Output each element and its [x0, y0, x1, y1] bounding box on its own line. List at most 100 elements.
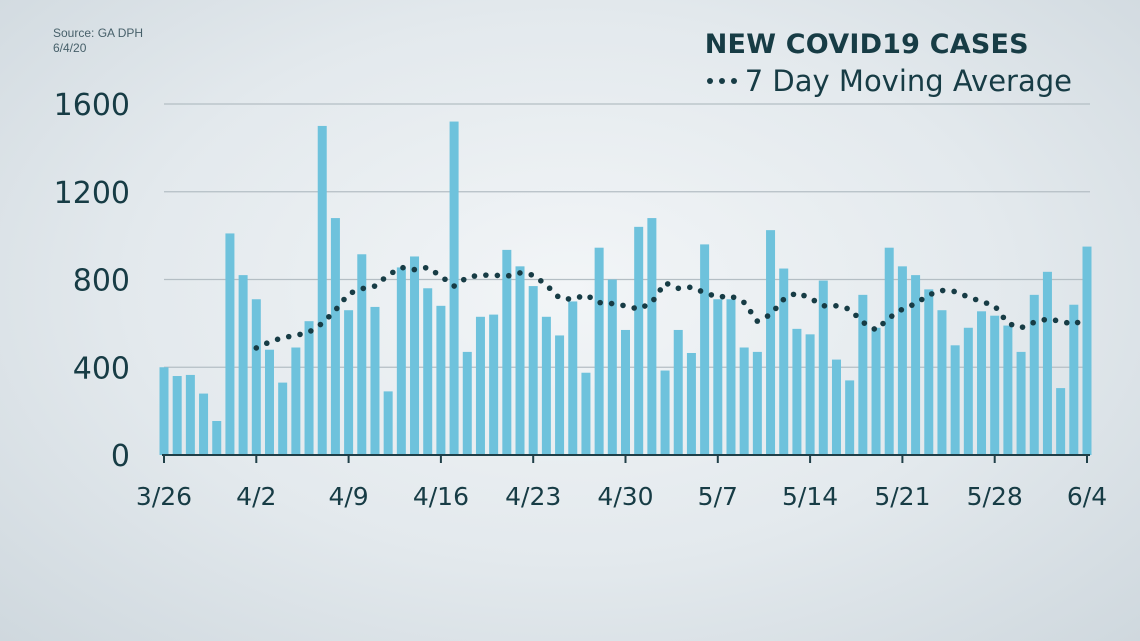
moving-average-point [253, 345, 260, 351]
moving-average-point [928, 291, 935, 297]
moving-average-point [326, 313, 332, 320]
moving-average-point [517, 270, 523, 276]
moving-average-point [730, 294, 737, 301]
moving-average-point [546, 285, 553, 292]
moving-average-point [719, 293, 726, 300]
moving-average-point [380, 276, 387, 282]
bar [423, 288, 433, 455]
bar [739, 347, 749, 455]
bar [779, 268, 789, 455]
moving-average-point [919, 296, 925, 303]
moving-average-point [297, 331, 303, 338]
moving-average-point [811, 297, 818, 304]
bar [634, 226, 644, 455]
moving-average-point [939, 287, 946, 294]
moving-average-point [483, 272, 489, 278]
bar [396, 267, 406, 455]
moving-average-point [334, 305, 340, 312]
moving-average-point [773, 305, 779, 312]
moving-average-point [1000, 314, 1007, 321]
moving-average-point [962, 292, 968, 299]
x-tick-label: 4/30 [597, 482, 653, 511]
bar [264, 349, 274, 455]
bar [502, 249, 512, 455]
x-tick-label: 5/28 [967, 482, 1023, 511]
legend-label: 7 Day Moving Average [744, 64, 1072, 98]
moving-average-point [801, 292, 807, 299]
bar [1003, 325, 1013, 455]
moving-average-point [1019, 324, 1026, 330]
moving-average-point [861, 320, 868, 326]
x-tick-labels: 3/26 4/2 4/9 4/16 4/23 4/30 5/7 5/14 5/21 5/28 6/4 [136, 482, 1107, 511]
source-date: 6/4/20 [53, 41, 87, 55]
moving-average-point [687, 284, 693, 291]
moving-average-point [505, 272, 512, 279]
moving-average-point [565, 296, 572, 302]
x-tick-label: 5/14 [782, 482, 838, 511]
bar [541, 316, 551, 455]
bar [858, 294, 868, 455]
bar [317, 125, 327, 455]
chart-title: NEW COVID19 CASES [704, 29, 1029, 60]
moving-average-point [494, 272, 501, 279]
moving-average-point [400, 264, 406, 271]
moving-average-point [597, 299, 603, 306]
bar [489, 314, 499, 455]
moving-average-point [451, 283, 457, 289]
moving-average-point [708, 292, 715, 298]
moving-average-point [983, 300, 990, 306]
moving-average-point [833, 303, 839, 309]
bar [1016, 351, 1026, 455]
moving-average-point [764, 313, 771, 319]
moving-average-point [651, 296, 657, 303]
x-tick-label: 4/16 [413, 482, 469, 511]
moving-average-point [853, 312, 859, 319]
bar [752, 351, 762, 455]
moving-average-point [747, 308, 754, 315]
bar [436, 305, 446, 455]
moving-average-point [1041, 316, 1048, 323]
bar [647, 218, 657, 455]
bar [528, 286, 538, 455]
moving-average-point [422, 264, 429, 271]
x-tick-label: 4/2 [236, 482, 276, 511]
x-tick-label: 4/23 [505, 482, 561, 511]
bar [515, 266, 525, 455]
x-tick-label: 3/26 [136, 482, 192, 511]
moving-average-point [460, 276, 467, 283]
bar [594, 247, 604, 455]
moving-average-point [1030, 319, 1036, 326]
moving-average-point [1063, 319, 1070, 326]
moving-average-point [697, 288, 704, 294]
moving-average-point [317, 321, 324, 328]
x-tick-label: 5/7 [698, 482, 738, 511]
moving-average-point [1074, 319, 1081, 326]
moving-average-point [285, 333, 292, 340]
bar [555, 335, 565, 455]
bar [581, 372, 591, 455]
bar [607, 279, 617, 455]
bar [410, 256, 420, 455]
bar [1056, 388, 1066, 455]
bar [871, 327, 881, 455]
y-tick-label: 0 [111, 439, 130, 474]
bar [818, 280, 828, 455]
moving-average-point [432, 269, 439, 276]
bar [700, 244, 710, 455]
moving-average-point [263, 340, 270, 347]
moving-average-point [349, 289, 356, 296]
moving-average-point [442, 276, 448, 283]
moving-average-point [390, 269, 396, 276]
moving-average-point [951, 288, 957, 295]
bar [1082, 246, 1092, 455]
bar [199, 393, 209, 455]
bar [963, 327, 973, 455]
moving-average-point [871, 326, 878, 332]
y-tick-label: 400 [73, 351, 130, 386]
bar [990, 315, 1000, 455]
legend: 7 Day Moving Average [705, 64, 1072, 98]
bar [673, 329, 683, 455]
bar [159, 367, 169, 455]
moving-average-point [620, 302, 626, 309]
bar [357, 254, 367, 455]
